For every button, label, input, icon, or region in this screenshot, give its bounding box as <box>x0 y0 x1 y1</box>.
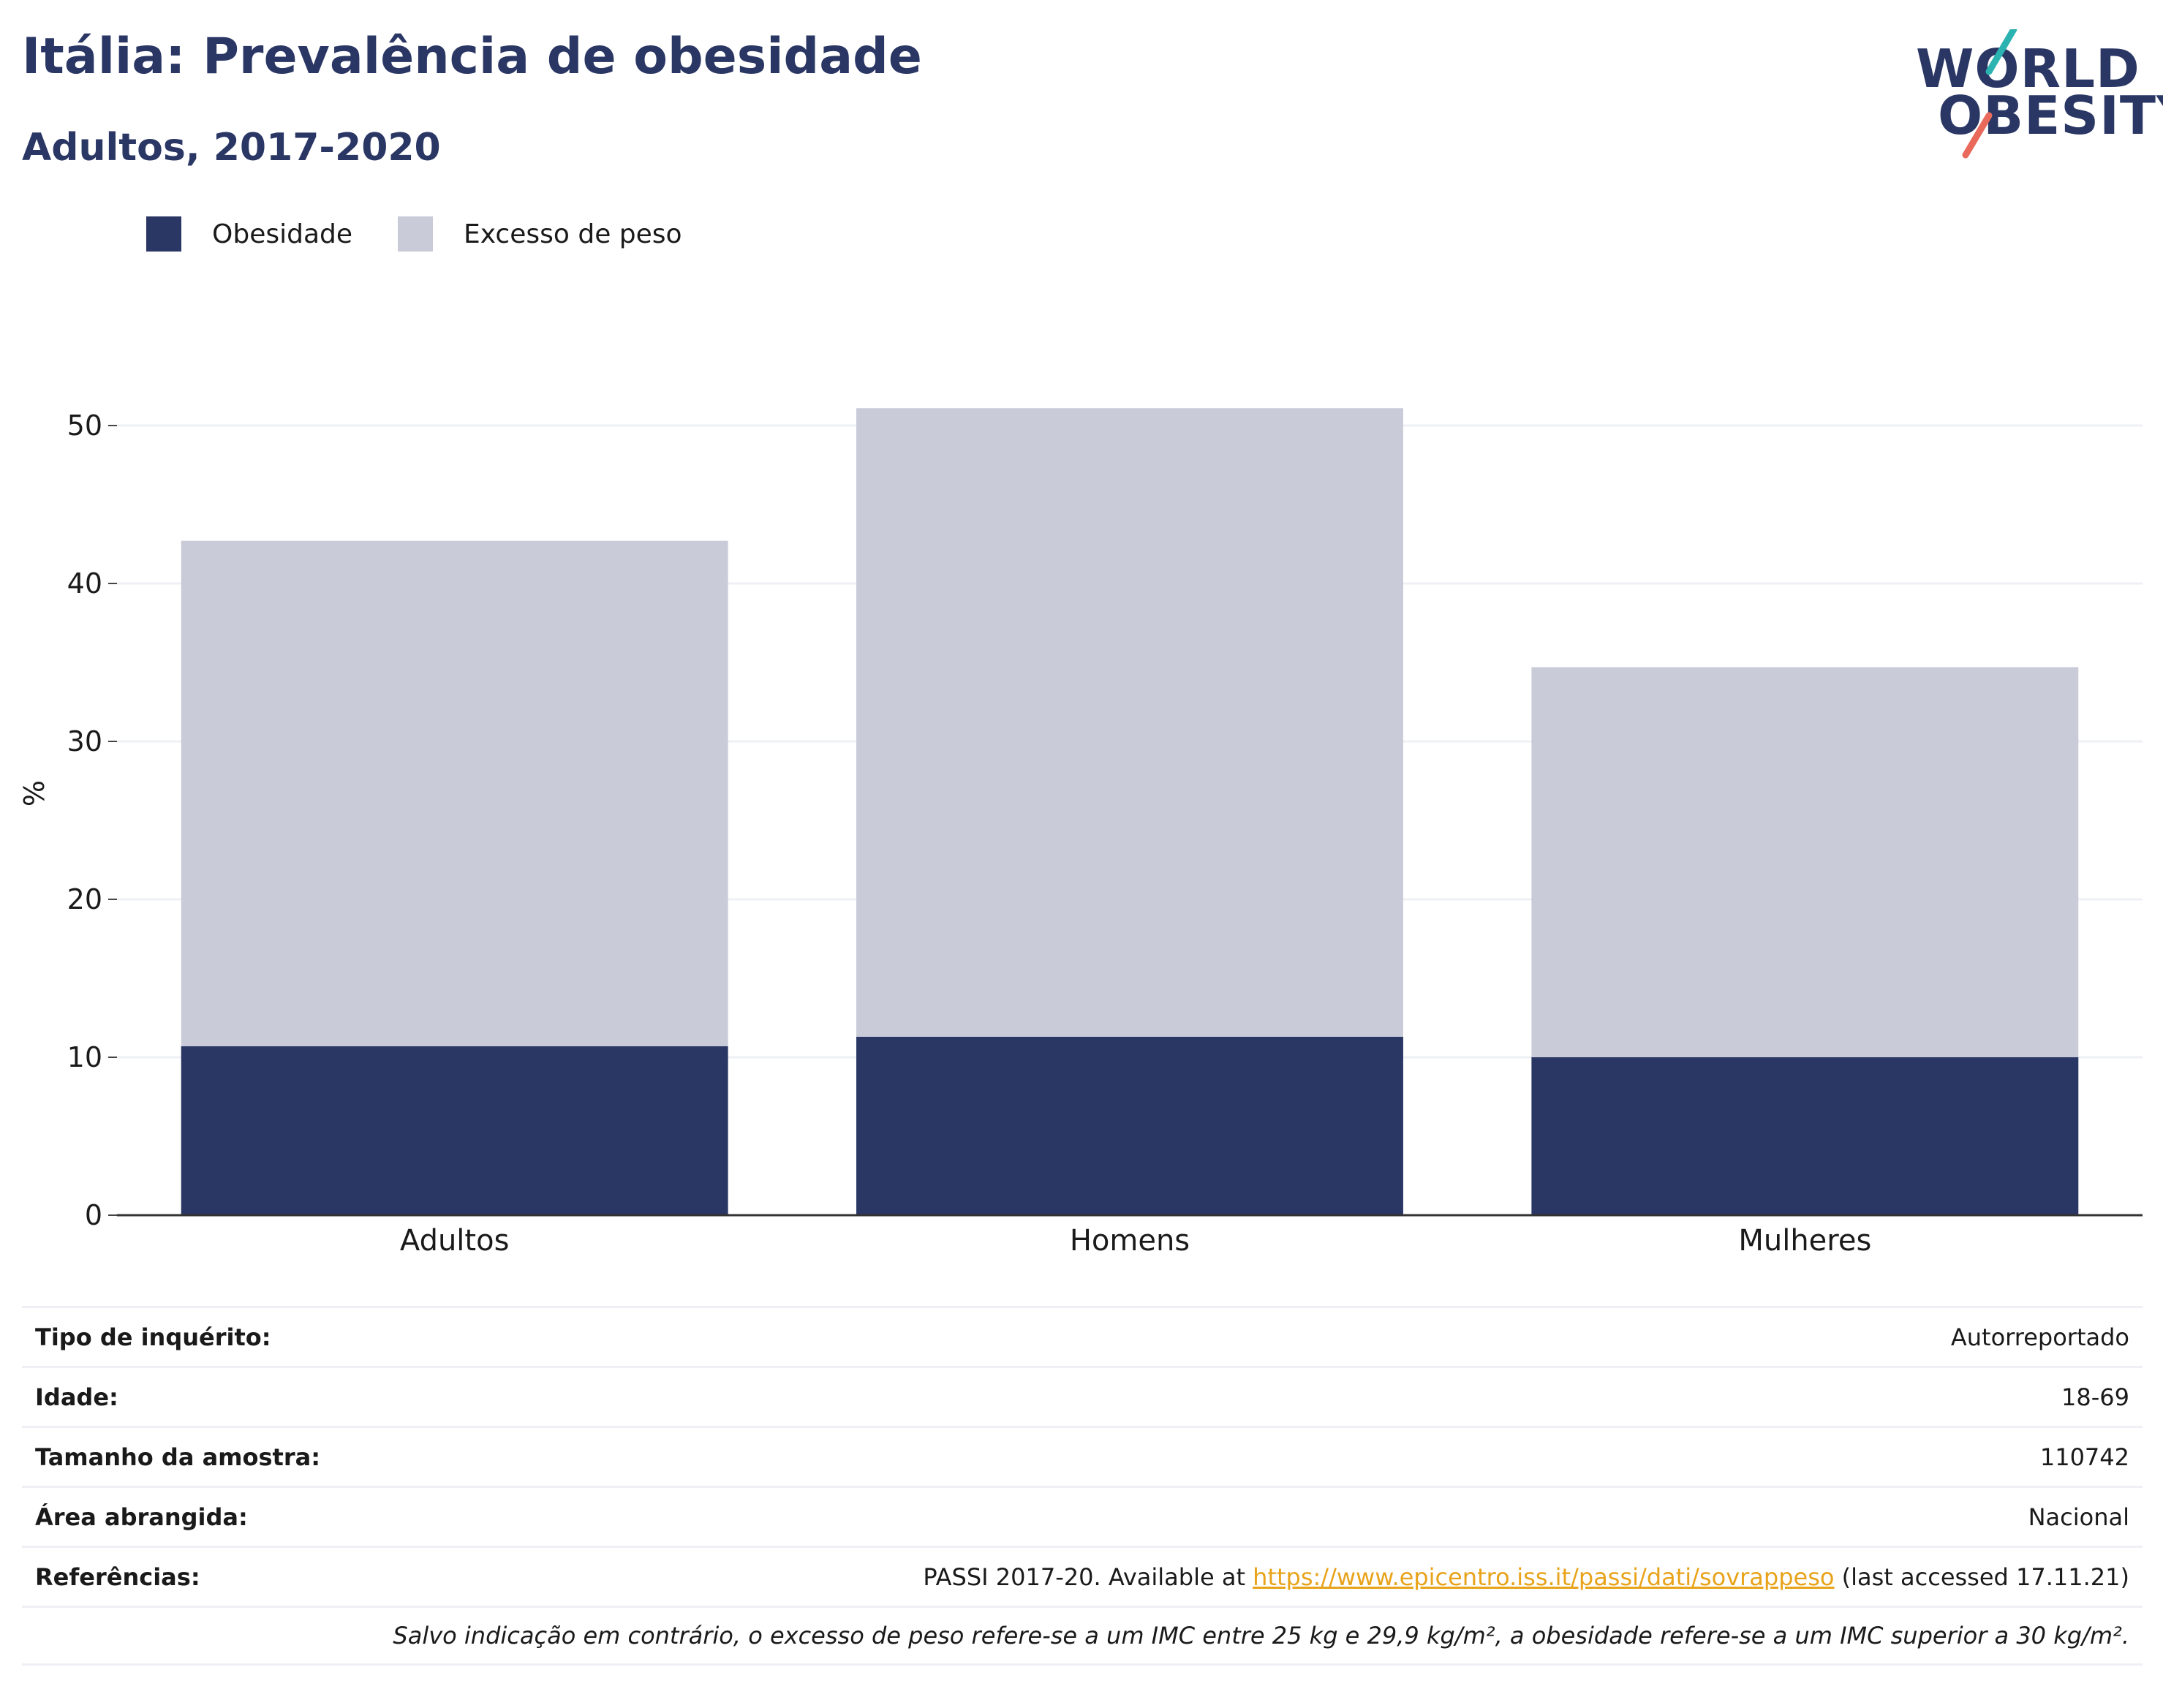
logo-slash-icon <box>1962 29 2017 159</box>
legend-swatch-overweight <box>398 216 434 252</box>
reference-prefix: PASSI 2017-20. Available at <box>923 1562 1253 1591</box>
y-tick-label: 30 <box>67 725 102 757</box>
metadata-table: Tipo de inquérito: Autorreportado Idade:… <box>22 1306 2143 1666</box>
logo-word-world: WORLD <box>1916 38 2140 99</box>
meta-value: 18-69 <box>2061 1383 2129 1411</box>
y-axis-label: % <box>18 780 50 806</box>
meta-label: Tamanho da amostra: <box>35 1443 320 1471</box>
legend-item-obesity[interactable]: Obesidade <box>146 216 352 252</box>
legend-label-overweight: Excesso de peso <box>464 219 682 249</box>
meta-value: PASSI 2017-20. Available at https://www.… <box>923 1563 2129 1591</box>
bar-chart: 0 10 20 30 40 50 Adultos Homens Mulheres % <box>18 408 2143 1258</box>
world-obesity-logo: WORLD OBESITY <box>1887 29 2163 161</box>
x-tick-label: Mulheres <box>1738 1224 1871 1258</box>
y-axis-ticks: 0 10 20 30 40 50 <box>67 409 117 1231</box>
reference-link[interactable]: https://www.epicentro.iss.it/passi/dati/… <box>1253 1562 1835 1591</box>
x-tick-label: Adultos <box>400 1224 510 1258</box>
chart-bars <box>181 408 2079 1215</box>
reference-suffix: (last accessed 17.11.21) <box>1834 1562 2129 1591</box>
meta-row-survey-type: Tipo de inquérito: Autorreportado <box>22 1306 2143 1366</box>
bar-obesity-adultos[interactable] <box>181 1046 728 1215</box>
x-axis-ticks: Adultos Homens Mulheres <box>400 1224 1871 1258</box>
meta-row-note: Salvo indicação em contrário, o excesso … <box>22 1606 2143 1666</box>
legend-swatch-obesity <box>146 216 181 252</box>
page-title: Itália: Prevalência de obesidade <box>22 28 922 86</box>
y-tick-label: 0 <box>85 1199 102 1231</box>
bar-overweight-homens[interactable] <box>856 408 1403 1037</box>
meta-row-references: Referências: PASSI 2017-20. Available at… <box>22 1546 2143 1606</box>
y-tick-label: 50 <box>67 409 102 442</box>
chart-legend: Obesidade Excesso de peso <box>146 216 728 252</box>
legend-item-overweight[interactable]: Excesso de peso <box>398 216 682 252</box>
meta-value: Autorreportado <box>1950 1323 2129 1351</box>
meta-row-area: Área abrangida: Nacional <box>22 1486 2143 1546</box>
legend-label-obesity: Obesidade <box>212 219 353 249</box>
x-tick-label: Homens <box>1070 1224 1190 1258</box>
bar-overweight-adultos[interactable] <box>181 540 728 1046</box>
meta-label: Idade: <box>35 1383 118 1411</box>
bar-obesity-homens[interactable] <box>856 1036 1403 1215</box>
meta-value: 110742 <box>2039 1443 2129 1471</box>
y-tick-label: 10 <box>67 1041 102 1073</box>
page-subtitle: Adultos, 2017-2020 <box>22 126 441 170</box>
bar-overweight-mulheres[interactable] <box>1531 667 2079 1057</box>
meta-label: Referências: <box>35 1562 200 1591</box>
bar-obesity-mulheres[interactable] <box>1531 1057 2079 1215</box>
definition-note: Salvo indicação em contrário, o excesso … <box>393 1622 2129 1650</box>
meta-label: Área abrangida: <box>35 1503 248 1531</box>
meta-row-age: Idade: 18-69 <box>22 1366 2143 1426</box>
y-tick-label: 20 <box>67 883 102 915</box>
meta-label: Tipo de inquérito: <box>35 1323 271 1351</box>
y-tick-label: 40 <box>67 567 102 600</box>
meta-row-sample-size: Tamanho da amostra: 110742 <box>22 1426 2143 1486</box>
meta-value: Nacional <box>2028 1503 2129 1531</box>
